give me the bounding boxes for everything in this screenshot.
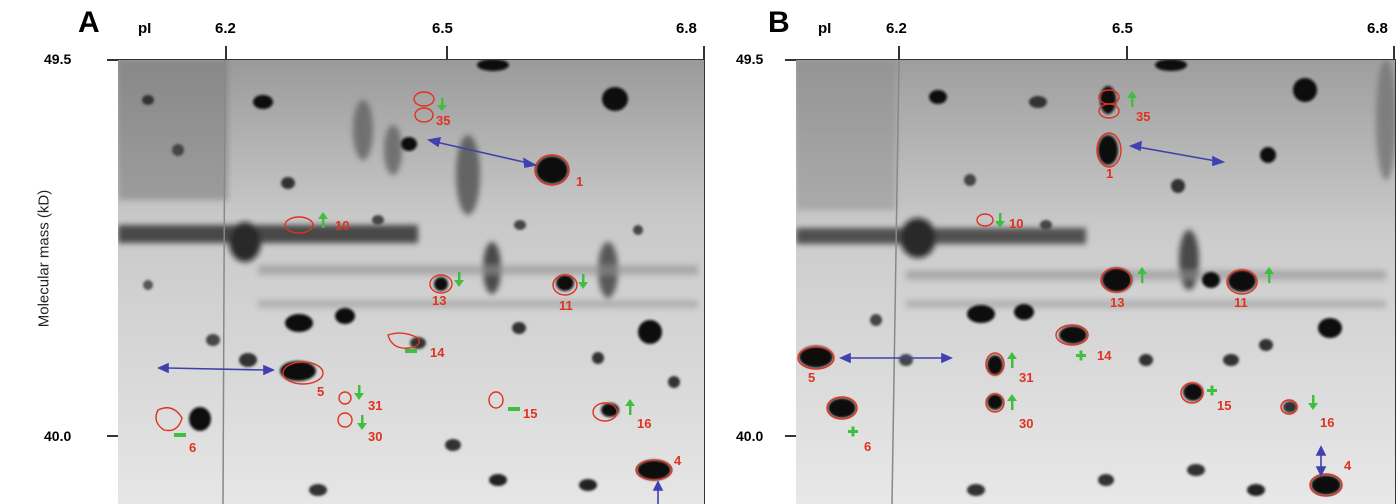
x-tick-label: 6.8 <box>1367 20 1388 37</box>
spot-annotations: 35 1 10 13 11 14 5 31 30 15 16 <box>808 91 1352 473</box>
y-tick <box>107 59 118 61</box>
y-tick <box>785 435 796 437</box>
shift-arrows <box>157 136 664 504</box>
gel-image: 35 1 10 13 11 14 5 31 30 15 16 <box>796 59 1396 504</box>
x-tick <box>446 46 448 59</box>
y-tick-label: 40.0 <box>736 428 764 444</box>
spot-label: 14 <box>1097 348 1112 363</box>
spot-outlines <box>797 89 1343 497</box>
spot-label: 30 <box>1019 416 1033 431</box>
spot-label: 5 <box>317 384 324 399</box>
spot-label: 4 <box>674 453 682 468</box>
spot-label: 10 <box>1009 216 1023 231</box>
y-axis-label: Molecular mass (kD) <box>35 189 53 328</box>
panel-letter: B <box>768 6 790 39</box>
spot-label: 13 <box>432 293 446 308</box>
spot-label: 16 <box>637 416 651 431</box>
y-tick <box>785 59 796 61</box>
x-tick <box>1393 46 1395 59</box>
x-tick-label: 6.5 <box>1112 20 1133 37</box>
x-tick-label: 6.2 <box>215 20 236 37</box>
gel-image: 35 1 10 13 11 14 5 31 30 15 16 <box>118 59 705 504</box>
spot-label: 15 <box>1217 398 1231 413</box>
spot-label: 6 <box>189 440 196 455</box>
y-tick <box>107 435 118 437</box>
spot-label: 13 <box>1110 295 1124 310</box>
x-tick <box>225 46 227 59</box>
spot-label: 16 <box>1320 415 1334 430</box>
spot-label: 15 <box>523 406 537 421</box>
spot-label: 1 <box>1106 166 1113 181</box>
shift-arrows <box>839 140 1327 477</box>
spot-label: 31 <box>1019 370 1033 385</box>
spot-label: 6 <box>864 439 871 454</box>
spot-label: 31 <box>368 398 382 413</box>
spot-outlines <box>155 91 673 481</box>
x-tick <box>703 46 705 59</box>
spot-label: 4 <box>1344 458 1352 473</box>
x-tick-label: 6.8 <box>676 20 697 37</box>
pi-label: pI <box>818 20 832 37</box>
pi-label: pI <box>138 20 152 37</box>
panel-letter: A <box>78 6 100 39</box>
x-tick <box>1126 46 1128 59</box>
spot-label: 11 <box>1234 295 1248 310</box>
spot-label: 5 <box>808 370 815 385</box>
y-tick-label: 49.5 <box>44 51 72 67</box>
spot-label: 35 <box>436 113 450 128</box>
gel-svg: 35 1 10 13 11 14 5 31 30 15 16 <box>796 60 1395 504</box>
x-tick <box>898 46 900 59</box>
spot-label: 10 <box>335 218 349 233</box>
spot-annotations: 35 1 10 13 11 14 5 31 30 15 16 <box>174 98 682 468</box>
lane-line <box>222 60 226 504</box>
spot-label: 35 <box>1136 109 1150 124</box>
lane-line <box>891 60 900 504</box>
panel-b: B pI 6.2 6.5 6.8 49.5 40.0 <box>700 0 1397 504</box>
x-tick-label: 6.2 <box>886 20 907 37</box>
gel-svg: 35 1 10 13 11 14 5 31 30 15 16 <box>118 60 704 504</box>
x-tick-label: 6.5 <box>432 20 453 37</box>
spot-label: 30 <box>368 429 382 444</box>
spot-label: 14 <box>430 345 445 360</box>
panel-a: A pI 6.2 6.5 6.8 49.5 40.0 Molecular mas… <box>35 6 705 504</box>
spot-label: 11 <box>559 298 573 313</box>
y-tick-label: 40.0 <box>44 428 72 444</box>
y-tick-label: 49.5 <box>736 51 764 67</box>
spot-label: 1 <box>576 174 583 189</box>
